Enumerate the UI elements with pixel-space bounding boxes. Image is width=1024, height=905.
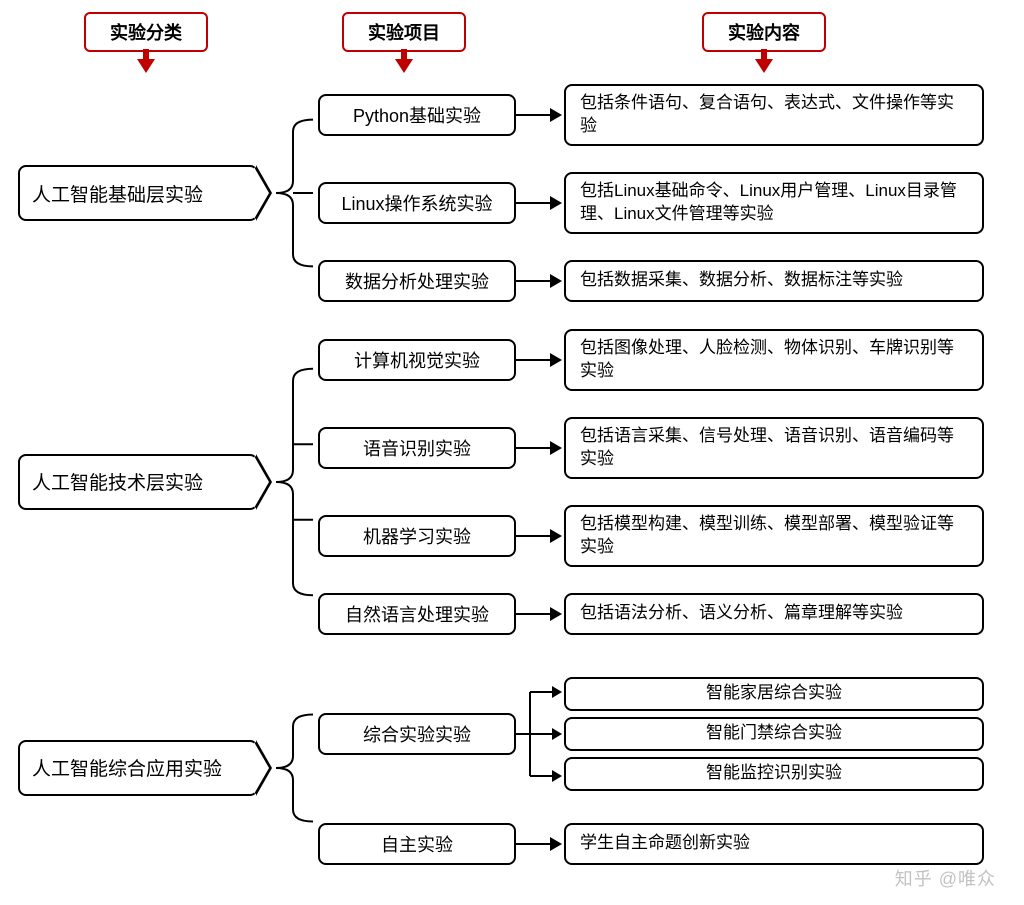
project-row: 计算机视觉实验 包括图像处理、人脸检测、物体识别、车牌识别等实验 bbox=[318, 329, 984, 391]
header-row: 实验分类 实验项目 实验内容 bbox=[18, 12, 1006, 73]
content-node: 智能门禁综合实验 bbox=[564, 717, 984, 751]
arrow-connector-icon bbox=[516, 271, 564, 291]
content-node: 学生自主命题创新实验 bbox=[564, 823, 984, 865]
arrow-connector-icon bbox=[516, 438, 564, 458]
project-node: 自然语言处理实验 bbox=[318, 593, 516, 635]
category-node: 人工智能技术层实验 bbox=[18, 454, 258, 510]
arrow-connector-icon bbox=[516, 193, 564, 213]
content-node: 包括条件语句、复合语句、表达式、文件操作等实验 bbox=[564, 84, 984, 146]
category-node: 人工智能基础层实验 bbox=[18, 165, 258, 221]
header-project: 实验项目 bbox=[342, 12, 466, 52]
tree-root: 人工智能基础层实验 Python基础实验 包括条件语句、复合语句、表达式、文件操作… bbox=[18, 83, 1006, 875]
project-column: 综合实验实验 智能家居综合实验智能门禁综合实验智能监控识别实验自主实验 学生自主命题… bbox=[318, 671, 984, 865]
project-node: 综合实验实验 bbox=[318, 713, 516, 755]
category-node: 人工智能综合应用实验 bbox=[18, 740, 258, 796]
category-row: 人工智能基础层实验 Python基础实验 包括条件语句、复合语句、表达式、文件操作… bbox=[18, 83, 1006, 303]
project-row: 自主实验 学生自主命题创新实验 bbox=[318, 823, 984, 865]
project-node: Linux操作系统实验 bbox=[318, 182, 516, 224]
project-node: Python基础实验 bbox=[318, 94, 516, 136]
project-node: 计算机视觉实验 bbox=[318, 339, 516, 381]
content-node: 包括语法分析、语义分析、篇章理解等实验 bbox=[564, 593, 984, 635]
header-content-col: 实验内容 bbox=[534, 12, 994, 73]
project-column: 计算机视觉实验包括图像处理、人脸检测、物体识别、车牌识别等实验语音识别实验包括语… bbox=[318, 329, 984, 635]
project-row: 机器学习实验 包括模型构建、模型训练、模型部署、模型验证等实验 bbox=[318, 505, 984, 567]
content-node: 包括数据采集、数据分析、数据标注等实验 bbox=[564, 260, 984, 302]
header-category-col: 实验分类 bbox=[18, 12, 274, 73]
down-arrow-icon bbox=[137, 59, 155, 73]
project-row: Python基础实验 包括条件语句、复合语句、表达式、文件操作等实验 bbox=[318, 84, 984, 146]
header-content: 实验内容 bbox=[702, 12, 826, 52]
content-node: 包括Linux基础命令、Linux用户管理、Linux目录管理、Linux文件管… bbox=[564, 172, 984, 234]
project-node: 数据分析处理实验 bbox=[318, 260, 516, 302]
category-row: 人工智能综合应用实验 综合实验实验 智能家居综合实验智能门禁综合实验智能监控识别实… bbox=[18, 661, 1006, 875]
project-row: 综合实验实验 智能家居综合实验智能门禁综合实验智能监控识别实验 bbox=[318, 671, 984, 797]
down-arrow-icon bbox=[755, 59, 773, 73]
category-row: 人工智能技术层实验 计算机视觉实验 包括图像处理、人脸检测、物体识别、车牌识别等实… bbox=[18, 329, 1006, 635]
project-row: 自然语言处理实验 包括语法分析、语义分析、篇章理解等实验 bbox=[318, 593, 984, 635]
arrow-connector-icon bbox=[516, 834, 564, 854]
project-node: 语音识别实验 bbox=[318, 427, 516, 469]
watermark: 知乎 @唯众 bbox=[895, 865, 996, 891]
multi-connector-icon bbox=[516, 671, 564, 797]
arrow-connector-icon bbox=[516, 350, 564, 370]
arrow-connector-icon bbox=[516, 526, 564, 546]
header-category: 实验分类 bbox=[84, 12, 208, 52]
arrow-connector-icon bbox=[516, 105, 564, 125]
content-node: 智能监控识别实验 bbox=[564, 757, 984, 791]
arrow-connector-icon bbox=[516, 604, 564, 624]
project-node: 自主实验 bbox=[318, 823, 516, 865]
content-node: 智能家居综合实验 bbox=[564, 677, 984, 711]
content-node: 包括模型构建、模型训练、模型部署、模型验证等实验 bbox=[564, 505, 984, 567]
content-node: 包括语言采集、信号处理、语音识别、语音编码等实验 bbox=[564, 417, 984, 479]
header-project-col: 实验项目 bbox=[274, 12, 534, 73]
project-column: Python基础实验 包括条件语句、复合语句、表达式、文件操作等实验 Linux操作… bbox=[318, 84, 984, 302]
down-arrow-icon bbox=[395, 59, 413, 73]
content-stack: 智能家居综合实验智能门禁综合实验智能监控识别实验 bbox=[564, 677, 984, 791]
project-row: 语音识别实验 包括语言采集、信号处理、语音识别、语音编码等实验 bbox=[318, 417, 984, 479]
project-node: 机器学习实验 bbox=[318, 515, 516, 557]
project-row: Linux操作系统实验 包括Linux基础命令、Linux用户管理、Linux目录… bbox=[318, 172, 984, 234]
project-row: 数据分析处理实验 包括数据采集、数据分析、数据标注等实验 bbox=[318, 260, 984, 302]
content-node: 包括图像处理、人脸检测、物体识别、车牌识别等实验 bbox=[564, 329, 984, 391]
